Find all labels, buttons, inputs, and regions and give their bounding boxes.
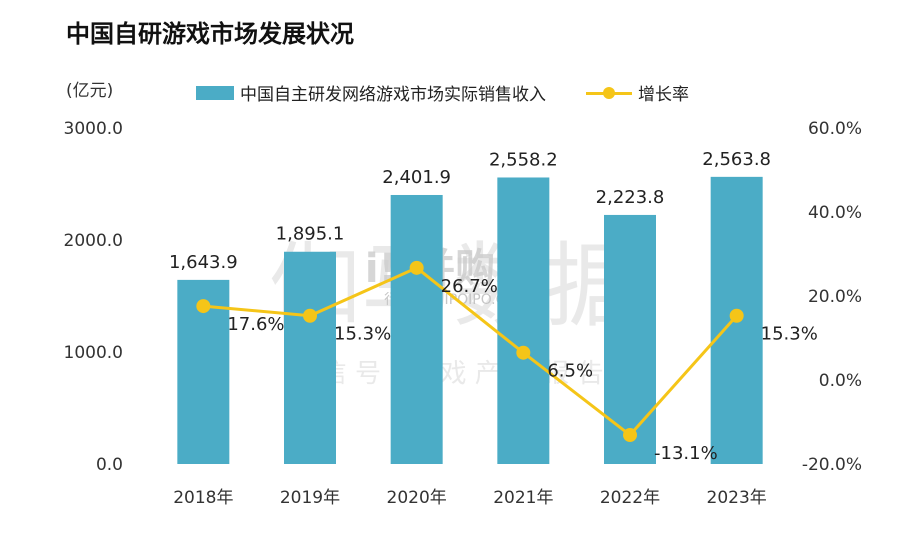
y-left-tick-label: 0.0 <box>96 455 123 475</box>
y-right-tick-label: 0.0% <box>819 371 862 391</box>
growth-rate-point <box>409 260 424 275</box>
bar-value-label: 2,401.9 <box>382 167 451 188</box>
legend-bar-label: 中国自主研发网络游戏市场实际销售收入 <box>240 85 546 105</box>
growth-rate-point <box>196 299 211 314</box>
x-tick-label: 2022年 <box>600 488 660 508</box>
chart-title: 中国自研游戏市场发展状况 <box>66 20 354 48</box>
y-right-tick-label: 20.0% <box>808 287 862 307</box>
x-tick-label: 2021年 <box>493 488 553 508</box>
growth-rate-label: 15.3% <box>334 324 391 345</box>
growth-rate-line <box>203 266 738 437</box>
y-right-tick-label: -20.0% <box>802 455 862 475</box>
y-axis-unit-label: (亿元) <box>66 81 114 101</box>
legend-bar-swatch <box>196 85 234 100</box>
growth-rate-label: 15.3% <box>761 324 818 345</box>
bar <box>284 251 336 464</box>
bar-value-label: 1,895.1 <box>276 224 345 245</box>
y-left-tick-label: 1000.0 <box>64 343 123 363</box>
bar-value-label: 2,558.2 <box>489 149 558 170</box>
growth-rate-point <box>303 308 317 323</box>
bar-value-label: 1,643.9 <box>169 252 238 273</box>
growth-rate-label: -13.1% <box>654 443 718 464</box>
y-right-tick-label: 40.0% <box>808 203 862 223</box>
growth-rate-label: 17.6% <box>227 314 284 335</box>
growth-rate-point <box>623 428 637 443</box>
y-left-tick-label: 3000.0 <box>64 119 123 139</box>
chart-legend: 中国自主研发网络游戏市场实际销售收入 增长率 <box>196 80 689 105</box>
growth-rate-point <box>516 345 531 360</box>
bar <box>604 214 656 464</box>
x-tick-label: 2020年 <box>387 488 447 508</box>
y-left-tick-label: 2000.0 <box>64 231 123 251</box>
growth-rate-point <box>729 308 744 323</box>
growth-rate-label: 6.5% <box>547 361 593 382</box>
x-tick-label: 2019年 <box>280 488 340 508</box>
x-tick-label: 2018年 <box>173 488 233 508</box>
growth-rate-label: 26.7% <box>441 276 498 297</box>
x-tick-label: 2023年 <box>707 488 767 508</box>
bar <box>390 194 443 465</box>
legend-line-label: 增长率 <box>638 85 689 105</box>
bar-value-label: 2,563.8 <box>702 149 771 170</box>
bar-value-label: 2,223.8 <box>596 187 665 208</box>
bar <box>497 177 550 464</box>
y-right-tick-label: 60.0% <box>808 119 862 139</box>
legend-line-swatch <box>586 86 632 100</box>
